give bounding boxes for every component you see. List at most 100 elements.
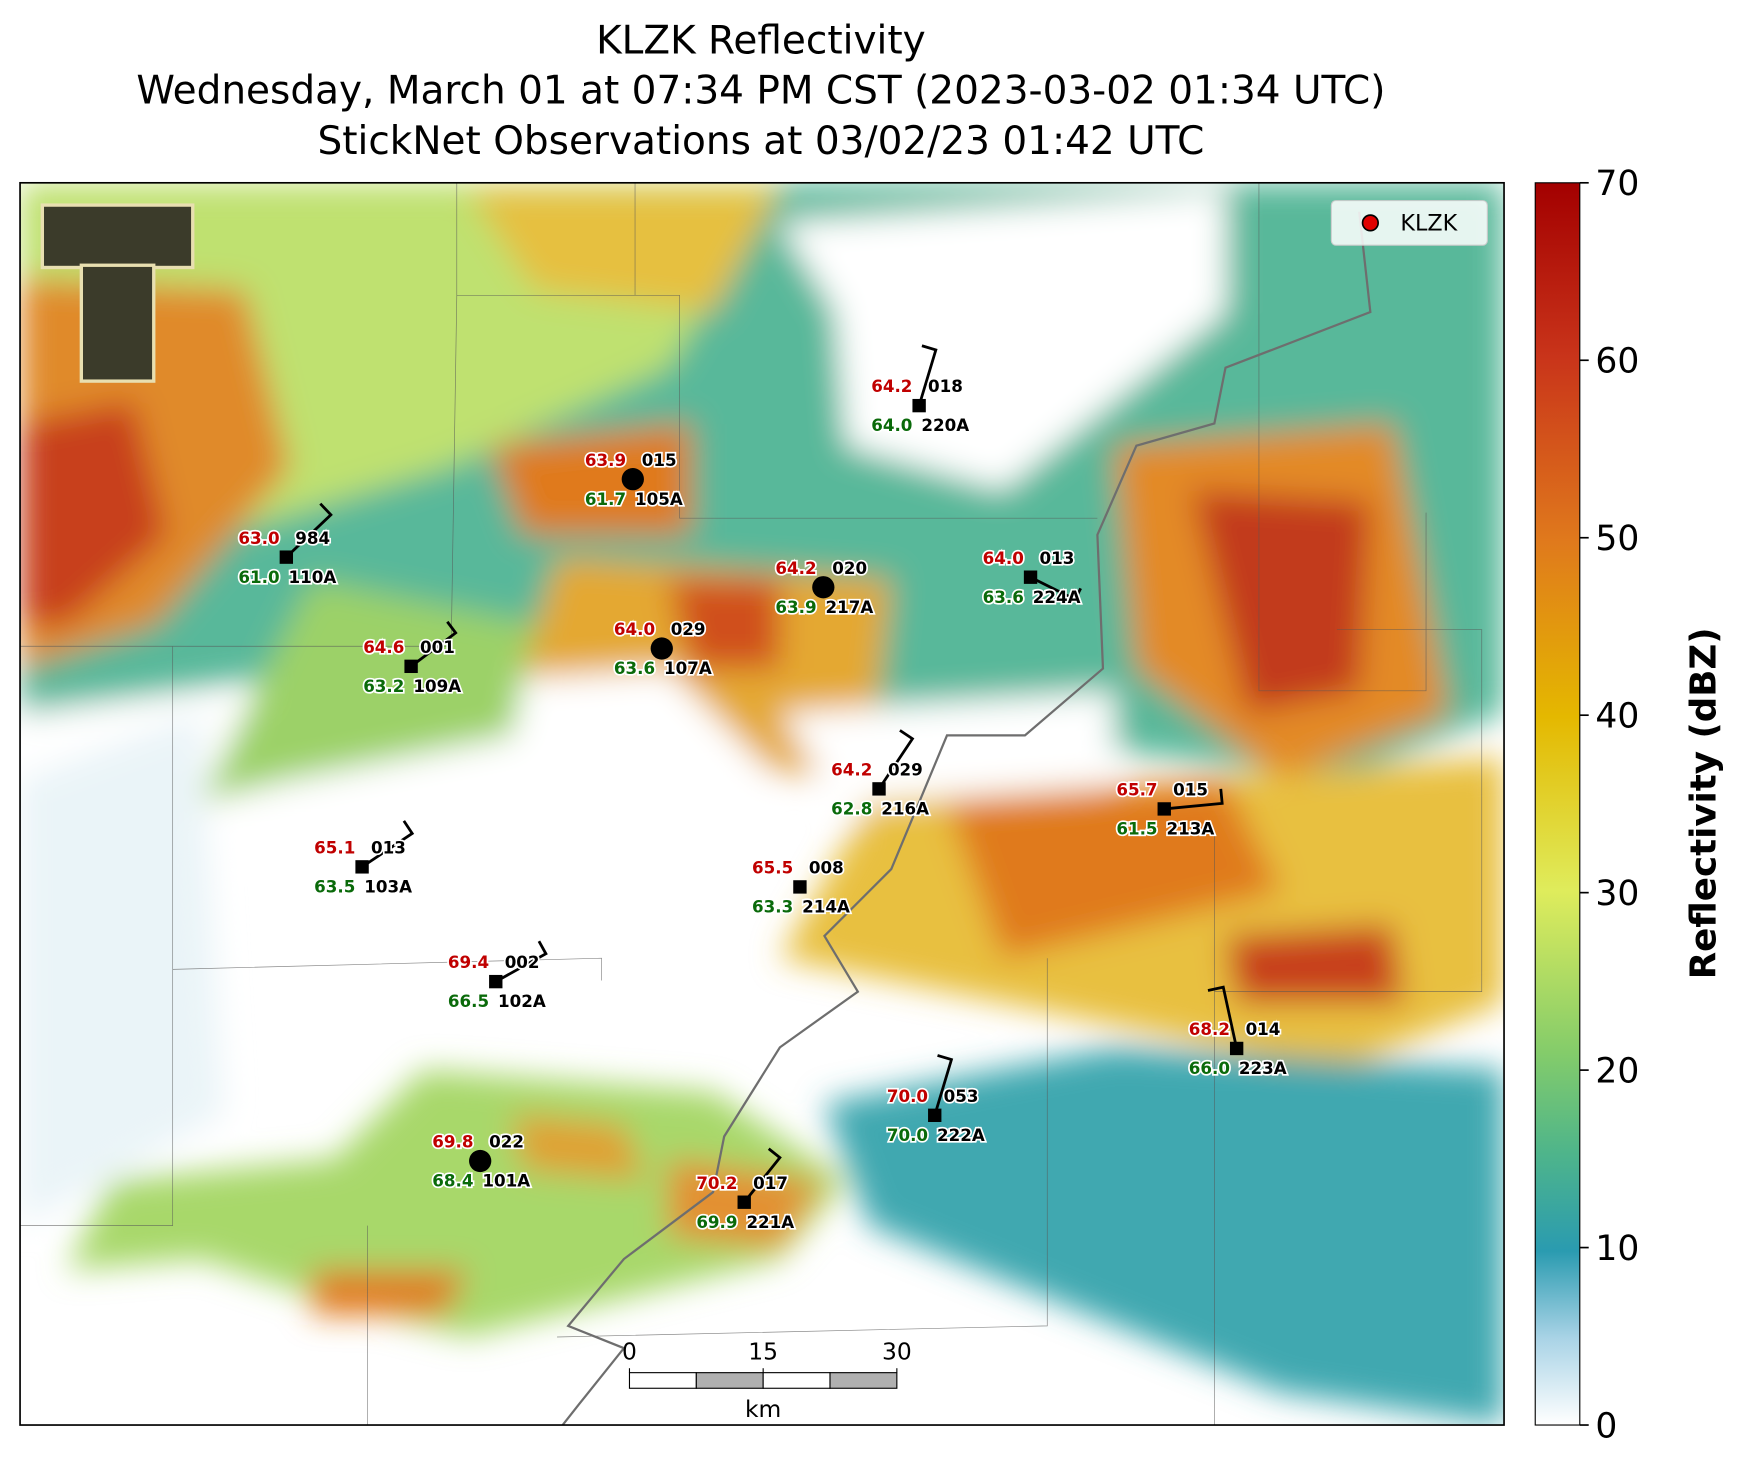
wind-barb bbox=[410, 620, 458, 668]
station-code: 022 bbox=[489, 1132, 524, 1152]
legend-box bbox=[1330, 200, 1488, 246]
station-temperature: 69.8 bbox=[432, 1132, 473, 1152]
wind-barb bbox=[361, 820, 415, 869]
station-id: 214A bbox=[802, 897, 850, 917]
station-code: 008 bbox=[809, 858, 844, 878]
station-code: 020 bbox=[832, 558, 867, 578]
station-temperature: 69.4 bbox=[448, 952, 489, 972]
station-temperature: 64.0 bbox=[983, 548, 1024, 568]
wind-barb bbox=[1164, 788, 1224, 811]
station-dewpoint: 70.0 bbox=[887, 1125, 928, 1145]
station-dewpoint: 68.4 bbox=[432, 1171, 473, 1191]
logo-bar bbox=[40, 203, 195, 270]
station-id: 222A bbox=[937, 1125, 985, 1145]
station-dewpoint: 63.5 bbox=[314, 876, 355, 896]
colorbar-tick-label: 50 bbox=[1595, 519, 1639, 559]
station-marker bbox=[812, 576, 835, 599]
station-id: 102A bbox=[498, 991, 546, 1011]
station-marker bbox=[1023, 570, 1038, 584]
station-dewpoint: 69.9 bbox=[696, 1212, 737, 1232]
colorbar-tick-label: 30 bbox=[1595, 874, 1639, 914]
station-id: 101A bbox=[482, 1171, 530, 1191]
station-temperature: 70.2 bbox=[696, 1173, 737, 1193]
station-id: 109A bbox=[413, 676, 461, 696]
station-temperature: 65.1 bbox=[314, 837, 355, 857]
legend: KLZK bbox=[1330, 200, 1488, 246]
colorbar-tick-label: 40 bbox=[1595, 696, 1639, 736]
station-dewpoint: 64.0 bbox=[871, 415, 912, 435]
station-id: 110A bbox=[289, 567, 337, 587]
wind-barb bbox=[285, 502, 333, 559]
station-code: 002 bbox=[505, 952, 540, 972]
logo-stem bbox=[79, 263, 156, 383]
station-dewpoint: 63.2 bbox=[363, 676, 404, 696]
station-code: 017 bbox=[753, 1173, 788, 1193]
wind-barb bbox=[917, 344, 938, 407]
station-temperature: 70.0 bbox=[887, 1086, 928, 1106]
station-id: 224A bbox=[1033, 587, 1081, 607]
wind-barb bbox=[877, 729, 915, 790]
scale-segment bbox=[695, 1372, 764, 1389]
station-dewpoint: 63.9 bbox=[775, 597, 816, 617]
station-temperature: 63.9 bbox=[585, 450, 626, 470]
stations: 64.2 64.0 018 220A 63.9 61.7 015 105A 63.0 61.0 98… bbox=[237, 344, 1288, 1234]
wind-barb bbox=[495, 940, 548, 983]
station-id: 216A bbox=[881, 799, 929, 819]
colorbar bbox=[1534, 182, 1581, 1426]
wind-barb bbox=[743, 1147, 782, 1204]
scale-tick-label: 30 bbox=[882, 1337, 912, 1365]
station-marker bbox=[928, 1108, 942, 1122]
scale-tick-label: 15 bbox=[748, 1337, 778, 1365]
colorbar-tick-label: 70 bbox=[1595, 164, 1639, 204]
station-code: 013 bbox=[1039, 548, 1074, 568]
station-marker bbox=[469, 1149, 492, 1173]
title-line: Wednesday, March 01 at 07:34 PM CST (202… bbox=[136, 69, 1385, 114]
station-dewpoint: 61.5 bbox=[1116, 819, 1157, 839]
station-code: 015 bbox=[1173, 780, 1208, 800]
station-id: 103A bbox=[364, 876, 412, 896]
station-marker bbox=[279, 550, 294, 564]
station-dewpoint: 63.6 bbox=[983, 587, 1024, 607]
scale-segment bbox=[829, 1372, 898, 1389]
scale-segment bbox=[628, 1372, 697, 1389]
station-marker bbox=[793, 880, 807, 894]
station-code: 984 bbox=[295, 528, 330, 548]
station-dewpoint: 63.6 bbox=[614, 658, 655, 678]
station-id: 217A bbox=[826, 597, 874, 617]
station-code: 015 bbox=[642, 450, 677, 470]
wind-barb bbox=[1207, 985, 1239, 1049]
colorbar-tick-label: 20 bbox=[1595, 1051, 1639, 1091]
legend-label: KLZK bbox=[1400, 211, 1458, 237]
title-line: StickNet Observations at 03/02/23 01:42 … bbox=[318, 119, 1205, 164]
station-marker bbox=[650, 637, 673, 660]
title-block: KLZK Reflectivity Wednesday, March 01 at … bbox=[136, 19, 1385, 164]
station-marker bbox=[489, 974, 503, 989]
station-temperature: 68.2 bbox=[1189, 1019, 1230, 1039]
wind-barb bbox=[1029, 575, 1082, 602]
radar-field bbox=[20, 182, 1505, 1426]
station-code: 029 bbox=[888, 760, 923, 780]
station-temperature: 64.2 bbox=[831, 760, 872, 780]
station-dewpoint: 63.3 bbox=[752, 897, 793, 917]
station-temperature: 63.0 bbox=[238, 528, 279, 548]
station-id: 221A bbox=[746, 1212, 794, 1232]
station-dewpoint: 66.5 bbox=[448, 991, 489, 1011]
station-code: 001 bbox=[420, 637, 455, 657]
station-marker bbox=[1157, 802, 1171, 816]
colorbar-tick-label: 60 bbox=[1595, 342, 1639, 382]
station-code: 029 bbox=[671, 619, 706, 639]
station-id: 223A bbox=[1239, 1058, 1287, 1078]
station-code: 018 bbox=[928, 376, 963, 396]
station-temperature: 64.2 bbox=[871, 376, 912, 396]
station-temperature: 64.2 bbox=[775, 558, 816, 578]
station-marker bbox=[737, 1195, 751, 1209]
scale-tick-label: 0 bbox=[622, 1337, 637, 1365]
colorbar-tick-label: 0 bbox=[1595, 1406, 1617, 1446]
station-dewpoint: 61.0 bbox=[238, 567, 279, 587]
station-dewpoint: 62.8 bbox=[831, 799, 872, 819]
map-frame bbox=[19, 181, 1505, 1426]
station-code: 014 bbox=[1246, 1019, 1281, 1039]
station-code: 013 bbox=[371, 837, 406, 857]
scale-segment bbox=[762, 1372, 831, 1389]
